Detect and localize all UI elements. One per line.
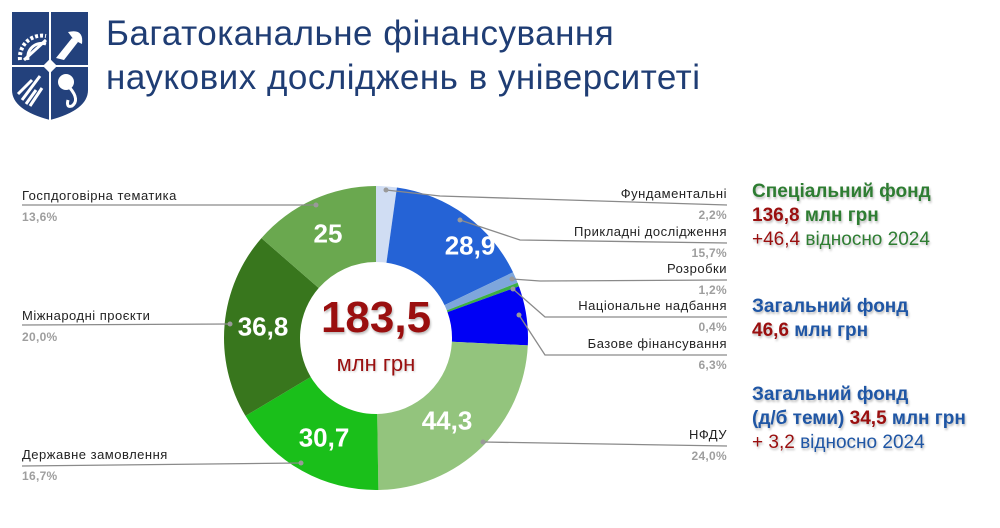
pct-fundamental: 2,2% (698, 208, 727, 222)
pct-base: 6,3% (698, 358, 727, 372)
donut-segment (386, 187, 514, 306)
leader-dots (227, 187, 522, 466)
general-fund-block: Загальний фонд 46,6 млн грн (752, 295, 908, 343)
center-total: 183,5 (320, 293, 432, 342)
general-fund-title: Загальний фонд (752, 296, 909, 317)
general-fund-db-block: Загальний фонд (д/б теми) 34,5 млн грн +… (752, 383, 966, 455)
label-development: Розробки (667, 261, 727, 276)
donut-segment (447, 286, 528, 346)
special-fund-delta: +46,4 (752, 229, 801, 250)
label-contract: Госпдоговірна тематика (22, 188, 177, 203)
pct-contract: 13,6% (22, 210, 58, 224)
pct-national: 0,4% (698, 320, 727, 334)
general-fund-db-delta: + 3,2 (752, 432, 795, 453)
general-fund-db-title: Загальний фонд (752, 384, 909, 405)
general-fund-db-subtitle: (д/б теми) (752, 408, 850, 429)
value-contract: 25 (313, 218, 343, 249)
donut-segment (245, 376, 379, 490)
donut-segment (261, 186, 376, 289)
general-fund-unit: млн грн (788, 320, 869, 341)
label-intl: Міжнародні проєкти (22, 308, 151, 323)
page-title: Багатоканальне фінансування наукових дос… (106, 12, 700, 100)
donut-segments (223, 186, 528, 490)
general-fund-amount: 46,6 (752, 320, 789, 341)
title-line-2: наукових досліджень в університеті (106, 58, 701, 97)
pct-intl: 20,0% (22, 330, 58, 344)
label-nrfu: НФДУ (688, 427, 727, 442)
pct-nrfu: 24,0% (691, 449, 727, 463)
pct-development: 1,2% (698, 283, 727, 297)
special-fund-block: Спеціальний фонд 136,8 млн грн +46,4 від… (752, 180, 931, 252)
label-fundamental: Фундаментальні (620, 186, 727, 201)
donut-segment (446, 282, 519, 313)
donut-segment (223, 238, 319, 416)
pct-state: 16,7% (22, 469, 58, 483)
label-national: Національне надбання (578, 298, 727, 313)
center-unit: млн грн (336, 351, 416, 376)
university-shield-logo (10, 10, 90, 122)
donut-segment (377, 341, 528, 490)
value-state: 30,7 (298, 422, 350, 453)
value-nrfu: 44,3 (421, 405, 473, 436)
pct-applied: 15,7% (691, 246, 727, 260)
special-fund-title: Спеціальний фонд (752, 181, 931, 202)
label-applied: Прикладні дослідження (574, 224, 727, 239)
special-fund-unit: млн грн (799, 205, 879, 226)
value-intl: 36,8 (237, 311, 289, 342)
label-base: Базове фінансування (587, 336, 727, 351)
special-fund-delta-text: відносно 2024 (800, 229, 930, 250)
leader-lines (21, 189, 728, 467)
general-fund-db-delta-text: відносно 2024 (794, 432, 925, 453)
special-fund-amount: 136,8 (752, 205, 800, 226)
donut-segment (376, 186, 397, 263)
general-fund-db-unit: млн грн (886, 408, 966, 429)
value-applied: 28,9 (444, 230, 496, 261)
label-state: Державне замовлення (22, 447, 168, 462)
donut-segment (444, 272, 518, 311)
general-fund-db-amount: 34,5 (849, 408, 887, 429)
title-line-1: Багатоканальне фінансування (106, 14, 615, 53)
